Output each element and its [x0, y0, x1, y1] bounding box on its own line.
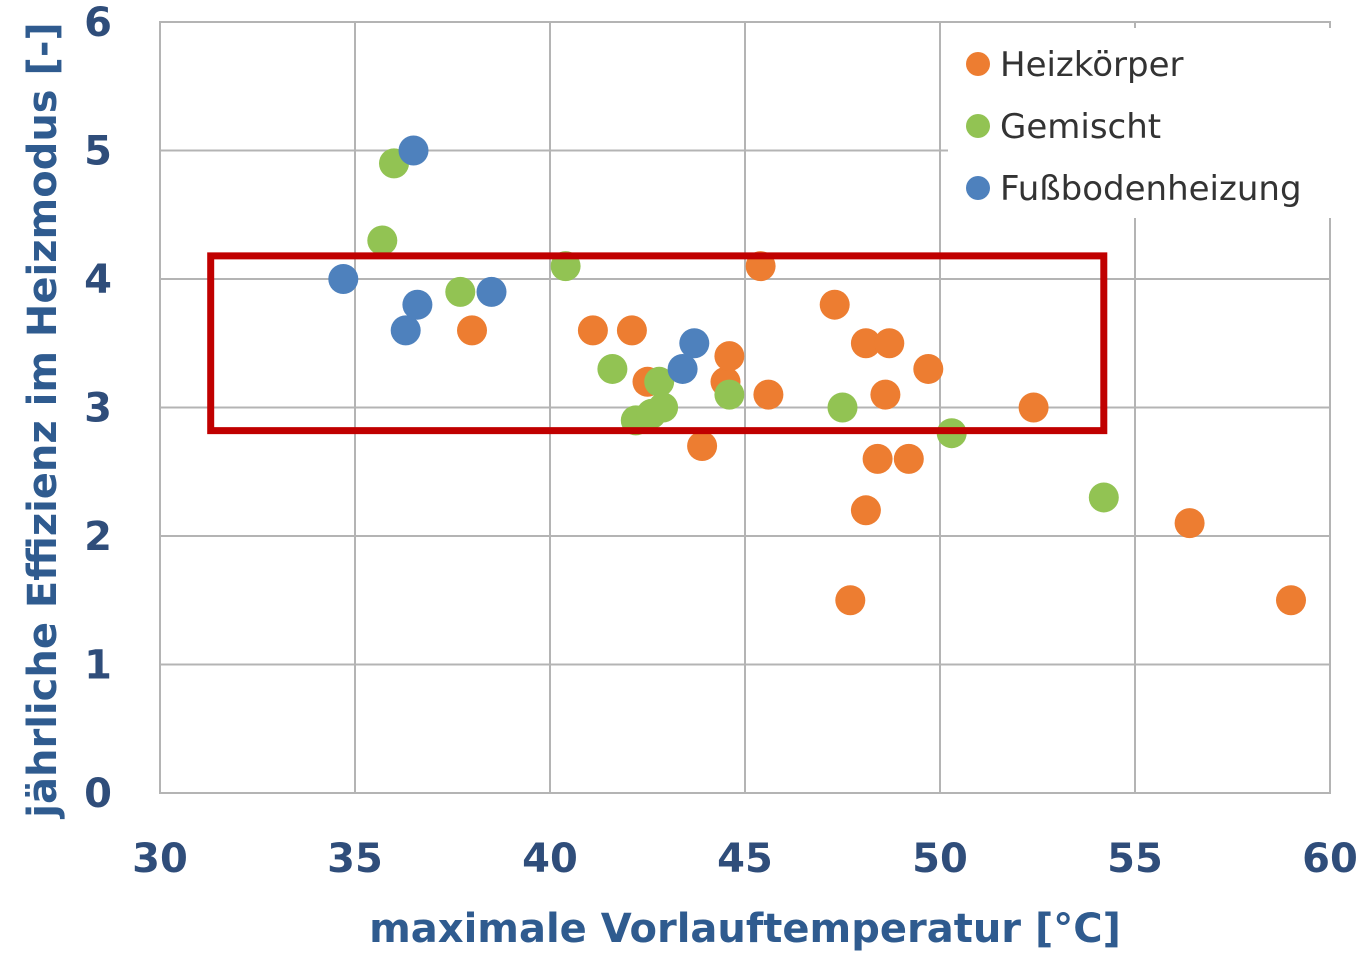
y-tick-label: 0	[84, 771, 112, 817]
data-point-0-15	[870, 379, 901, 410]
data-point-1-0	[367, 225, 398, 256]
y-axis-ticks: 0 1 2 3 4 5 6	[84, 0, 112, 817]
y-tick-label: 3	[84, 386, 112, 432]
data-point-0-11	[850, 328, 881, 359]
data-point-1-4	[597, 353, 628, 384]
data-point-0-16	[893, 443, 924, 474]
legend: Heizkörper Gemischt Fußbodenheizung	[948, 28, 1338, 218]
y-tick-label: 2	[84, 514, 112, 560]
highlight-box	[207, 252, 1108, 435]
x-tick-label: 45	[717, 836, 773, 882]
data-point-2-1	[390, 315, 421, 346]
x-axis-ticks: 30 35 40 45 50 55 60	[132, 836, 1358, 882]
data-point-2-5	[667, 353, 698, 384]
data-point-2-2	[398, 135, 429, 166]
legend-marker-1	[966, 114, 990, 138]
data-point-1-12	[1088, 482, 1119, 513]
data-point-2-0	[328, 264, 359, 294]
x-tick-label: 30	[132, 836, 188, 882]
x-tick-label: 35	[327, 836, 383, 882]
legend-label-1: Gemischt	[1000, 107, 1161, 147]
data-point-0-8	[753, 379, 784, 410]
x-tick-label: 50	[912, 836, 968, 882]
data-point-0-19	[1174, 508, 1205, 539]
data-point-2-4	[476, 276, 507, 307]
data-point-0-13	[862, 443, 893, 474]
data-point-1-10	[827, 392, 858, 423]
data-point-0-6	[714, 341, 745, 372]
y-tick-label: 1	[84, 643, 112, 689]
data-point-0-0	[457, 315, 487, 346]
plot-frame	[159, 21, 1331, 794]
data-point-0-9	[819, 289, 850, 320]
data-point-1-7	[644, 366, 675, 397]
data-point-1-8	[648, 392, 679, 423]
y-axis-label: jährliche Effizienz im Heizmodus [-]	[20, 22, 66, 819]
y-tick-label: 5	[84, 129, 112, 175]
data-point-0-20	[1276, 585, 1306, 616]
data-point-0-2	[616, 315, 647, 346]
data-point-0-10	[835, 585, 866, 616]
data-point-0-18	[1018, 392, 1049, 423]
data-point-1-2	[445, 276, 476, 307]
data-point-2-3	[402, 289, 433, 320]
legend-label-2: Fußbodenheizung	[1000, 169, 1302, 209]
data-point-1-9	[714, 379, 745, 410]
x-tick-label: 40	[522, 836, 578, 882]
data-point-0-1	[577, 315, 608, 346]
data-point-2-6	[679, 328, 710, 359]
data-point-0-14	[874, 328, 905, 359]
x-axis-label: maximale Vorlauftemperatur [°C]	[369, 906, 1121, 952]
x-tick-label: 55	[1107, 836, 1163, 882]
data-point-0-12	[850, 495, 881, 526]
y-tick-label: 4	[84, 257, 112, 303]
legend-background	[948, 28, 1338, 218]
legend-marker-0	[966, 52, 990, 76]
data-point-0-17	[913, 353, 944, 384]
legend-marker-2	[966, 176, 990, 200]
data-point-0-4	[687, 431, 718, 462]
legend-label-0: Heizkörper	[1000, 45, 1184, 85]
y-tick-label: 6	[84, 0, 112, 46]
x-tick-label: 60	[1302, 836, 1358, 882]
